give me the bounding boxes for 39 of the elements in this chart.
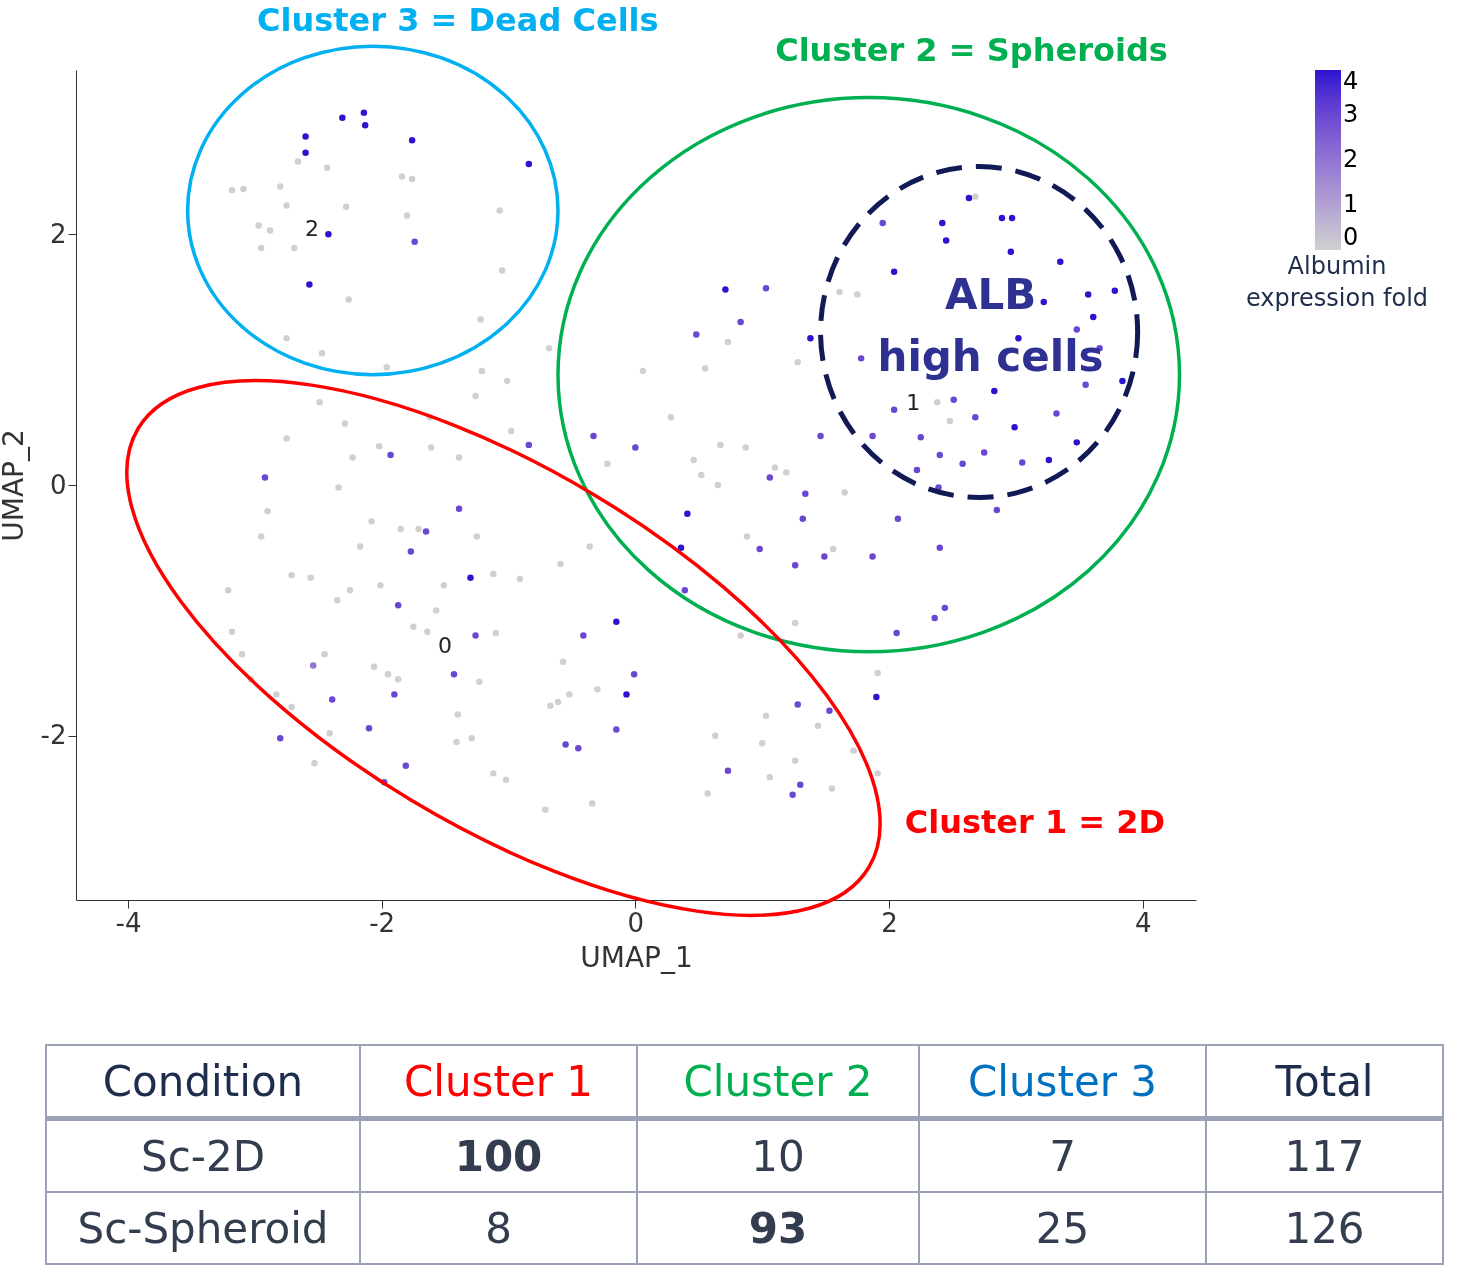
color-bar-label: 2 — [1343, 145, 1359, 173]
data-label: 100 — [360, 1118, 637, 1192]
annotation: 2 — [304, 216, 319, 242]
x-axis-title: UMAP_1 — [580, 940, 693, 974]
annotation: ALB high cells — [877, 269, 1104, 381]
text: Cluster 3 = Dead Cells — [256, 1, 659, 39]
y-tick-label: 0 — [49, 469, 67, 500]
annotation: 1 — [906, 389, 921, 415]
color-bar-label: 4 — [1343, 67, 1359, 95]
y-tick-label: 2 — [49, 218, 67, 249]
category-label: Sc-Spheroid — [46, 1192, 360, 1264]
y-tick-label: -2 — [40, 720, 67, 751]
data-label: 8 — [360, 1192, 637, 1264]
legend-label: Cluster 1 — [360, 1045, 637, 1119]
data-label: 93 — [637, 1192, 919, 1264]
color-bar-label: 1 — [1343, 190, 1359, 218]
y-axis-title: UMAP_2 — [0, 429, 30, 542]
color-bar-label: 0 — [1343, 223, 1359, 251]
text: 117 — [1284, 1131, 1365, 1181]
legend-label: Cluster 3 — [919, 1045, 1206, 1119]
color-bar-label: 3 — [1343, 100, 1359, 128]
annotation: 0 — [438, 632, 453, 658]
legend-label: Cluster 2 — [637, 1045, 919, 1119]
text: Total — [1206, 1045, 1443, 1119]
color-bar: 0 1 2 3 4 Albumin expression fold — [1245, 67, 1429, 312]
color-bar-title: Albumin expression fold — [1245, 252, 1429, 312]
x-tick-label: 0 — [627, 907, 645, 938]
data-label: 25 — [919, 1192, 1206, 1264]
category-label: Sc-2D — [46, 1118, 360, 1192]
x-tick-label: 2 — [881, 907, 898, 938]
x-tick-label: -4 — [115, 907, 142, 938]
x-tick-label: 4 — [1134, 907, 1152, 938]
data-label: 7 — [919, 1118, 1206, 1192]
data-label: 10 — [637, 1118, 919, 1192]
text: Cluster 2 = Spheroids — [775, 31, 1168, 69]
x-tick-label: -2 — [369, 907, 396, 938]
annotation: Cluster 1 = 2D — [904, 802, 1166, 841]
text: Condition — [46, 1045, 360, 1119]
text: 126 — [1284, 1203, 1365, 1253]
